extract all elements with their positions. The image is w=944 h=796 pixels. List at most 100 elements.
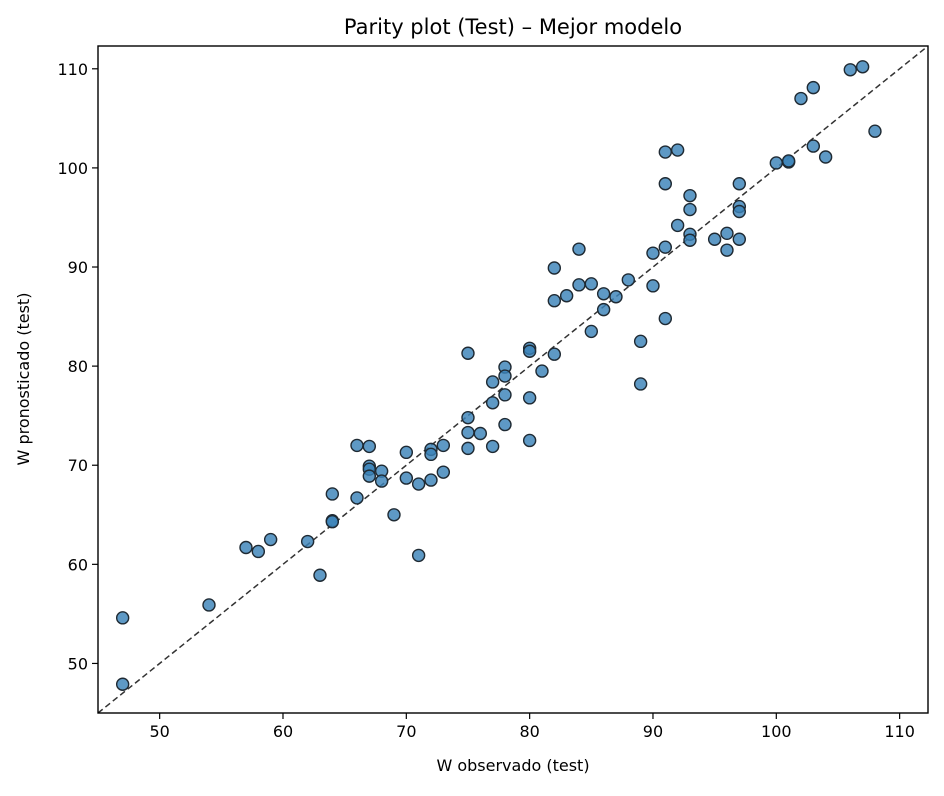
points-layer xyxy=(115,60,882,691)
data-point xyxy=(658,240,673,254)
data-point xyxy=(325,515,340,529)
data-point xyxy=(818,150,833,164)
data-point xyxy=(572,242,586,256)
y-axis-label: W pronosticado (test) xyxy=(14,293,33,466)
data-point xyxy=(424,447,438,462)
data-point xyxy=(584,324,599,339)
data-point xyxy=(350,438,364,453)
chart-title: Parity plot (Test) – Mejor modelo xyxy=(344,15,682,39)
y-axis-ticks: 50 60 70 80 90 100 110 xyxy=(57,60,98,673)
y-tick-label: 100 xyxy=(57,159,88,178)
data-point xyxy=(498,369,512,383)
x-tick-label: 60 xyxy=(273,722,293,741)
data-point xyxy=(485,375,500,389)
x-tick-label: 80 xyxy=(519,722,539,741)
x-tick-label: 110 xyxy=(884,722,915,741)
data-point xyxy=(399,445,414,460)
data-point xyxy=(855,60,870,74)
data-point xyxy=(732,232,747,246)
y-tick-label: 110 xyxy=(57,60,88,79)
data-point xyxy=(806,139,820,153)
data-point xyxy=(313,568,327,582)
data-point xyxy=(843,63,857,77)
data-point xyxy=(115,611,130,625)
plot-area xyxy=(97,45,929,714)
data-point xyxy=(646,279,660,293)
data-point xyxy=(485,396,500,410)
x-tick-label: 100 xyxy=(761,722,792,741)
data-point xyxy=(399,471,414,485)
data-point xyxy=(658,177,673,191)
data-point xyxy=(535,364,549,378)
y-tick-label: 50 xyxy=(68,654,88,673)
data-point xyxy=(424,473,438,487)
data-point xyxy=(670,143,685,157)
x-axis-label: W observado (test) xyxy=(436,756,589,775)
y-tick-label: 70 xyxy=(68,456,88,475)
data-point xyxy=(522,433,537,448)
data-point xyxy=(707,232,722,246)
data-point xyxy=(720,226,734,241)
data-point xyxy=(633,377,648,391)
data-point xyxy=(646,246,660,260)
data-point xyxy=(461,410,475,425)
data-point xyxy=(670,218,685,233)
data-point xyxy=(683,233,697,247)
data-point xyxy=(202,598,216,612)
data-point xyxy=(794,91,808,106)
data-point xyxy=(547,347,562,361)
data-point xyxy=(362,439,377,454)
data-point xyxy=(485,439,500,454)
data-point xyxy=(498,417,512,432)
data-point xyxy=(769,156,784,170)
y-tick-label: 60 xyxy=(68,555,88,574)
data-point xyxy=(658,145,673,159)
data-point xyxy=(251,544,266,559)
data-point xyxy=(868,124,882,138)
data-point xyxy=(239,540,253,555)
data-point xyxy=(621,273,636,287)
data-point xyxy=(547,294,562,308)
data-point xyxy=(633,334,648,349)
data-point xyxy=(720,243,734,257)
y-tick-label: 80 xyxy=(68,357,88,376)
data-point xyxy=(572,278,586,292)
data-point xyxy=(596,302,611,317)
x-axis-ticks: 50 60 70 80 90 100 110 xyxy=(149,713,915,741)
plot-frame xyxy=(97,45,929,714)
data-point xyxy=(411,548,426,563)
x-tick-label: 90 xyxy=(643,722,663,741)
data-point xyxy=(374,474,389,488)
x-tick-label: 50 xyxy=(149,722,169,741)
data-point xyxy=(461,346,475,360)
data-point xyxy=(547,261,562,275)
data-point xyxy=(498,388,512,402)
data-point xyxy=(436,438,451,453)
data-point xyxy=(781,154,796,168)
data-point xyxy=(732,204,747,219)
data-point xyxy=(436,465,451,479)
data-point xyxy=(522,391,537,405)
data-point xyxy=(609,290,623,304)
data-point xyxy=(658,311,673,326)
data-point xyxy=(387,508,401,522)
data-point xyxy=(461,441,475,456)
data-point xyxy=(411,477,426,491)
data-point xyxy=(522,344,537,358)
data-point xyxy=(596,287,611,301)
data-point xyxy=(732,177,747,191)
data-point xyxy=(461,425,475,440)
data-point xyxy=(559,289,574,303)
data-point xyxy=(263,532,278,547)
x-tick-label: 70 xyxy=(396,722,416,741)
data-point xyxy=(115,677,130,691)
data-point xyxy=(473,426,488,441)
data-point xyxy=(325,487,340,501)
y-tick-label: 90 xyxy=(68,258,88,277)
data-point xyxy=(300,534,315,549)
data-point xyxy=(806,80,820,95)
data-point xyxy=(584,277,599,291)
data-point xyxy=(683,202,697,217)
